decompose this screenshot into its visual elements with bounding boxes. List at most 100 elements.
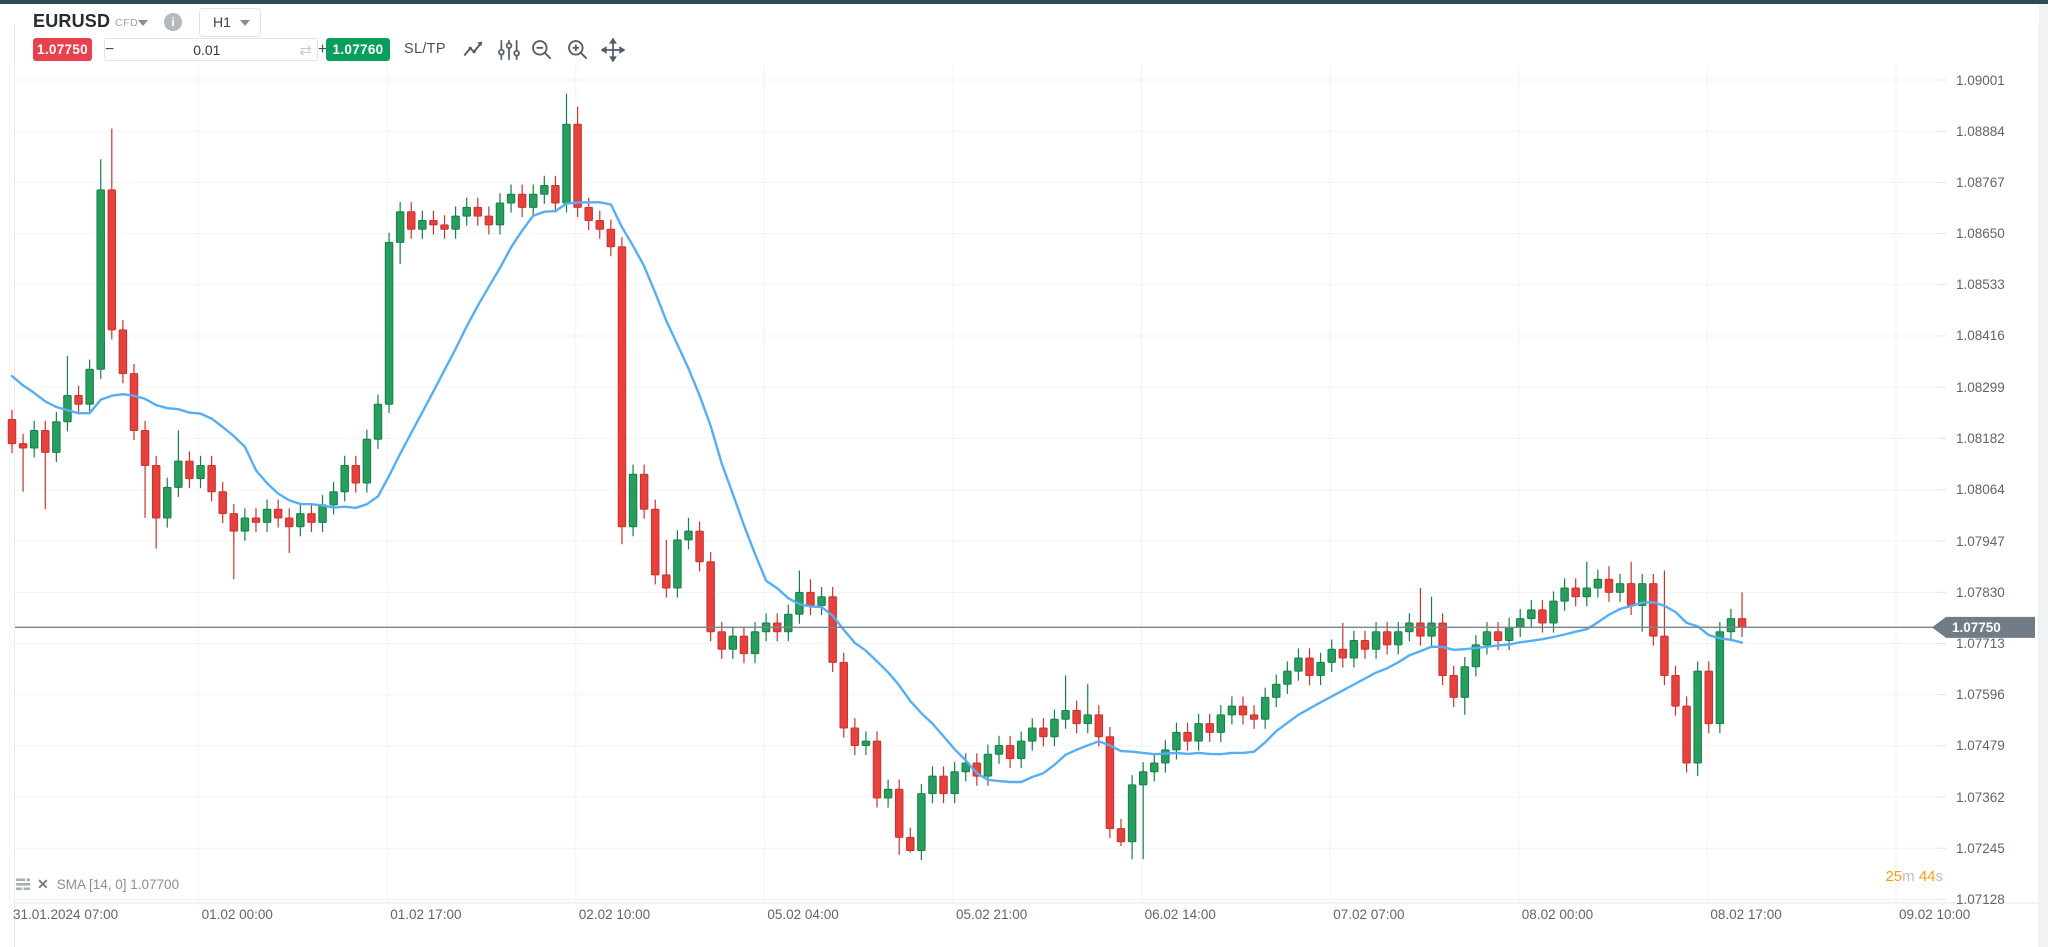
candle-body xyxy=(395,211,405,243)
candle xyxy=(872,731,882,808)
candle-body xyxy=(1050,718,1059,738)
volume-decrease-button[interactable]: − xyxy=(105,41,115,58)
price-axis-label: 1.08650 xyxy=(1956,226,2005,242)
candle-body xyxy=(1571,587,1580,598)
candle xyxy=(917,783,926,861)
candle-body xyxy=(1394,631,1403,646)
candle xyxy=(1005,735,1015,769)
instrument-type-badge: CFD xyxy=(115,17,139,29)
candle xyxy=(251,508,261,532)
symbol-name: EURUSD xyxy=(33,11,111,31)
candle-body xyxy=(473,206,483,217)
candle xyxy=(551,175,560,213)
candle-body xyxy=(506,193,516,204)
candle xyxy=(1604,566,1614,602)
candle-body xyxy=(1305,657,1314,676)
candle xyxy=(473,197,483,226)
candle xyxy=(151,455,161,549)
candle-body xyxy=(1626,583,1636,606)
price-axis-label: 1.08064 xyxy=(1956,482,2005,498)
candle-body xyxy=(1637,583,1647,606)
sync-volume-icon[interactable]: ⇄ xyxy=(299,41,312,59)
indicator-settings-icon[interactable] xyxy=(16,878,30,891)
candle xyxy=(1316,652,1325,686)
candle-body xyxy=(894,788,904,838)
candle-body xyxy=(917,793,926,851)
candle xyxy=(52,412,61,462)
candle-body xyxy=(850,727,860,746)
candle xyxy=(1327,639,1336,672)
candle xyxy=(329,482,338,515)
candle-body xyxy=(983,753,993,777)
candle xyxy=(1571,578,1580,607)
candle-body xyxy=(839,661,848,729)
candle-body xyxy=(1005,744,1015,760)
price-axis-label: 1.07830 xyxy=(1956,584,2005,600)
pan-move-icon[interactable] xyxy=(601,38,625,62)
candle xyxy=(662,539,671,598)
candle-body xyxy=(151,464,161,519)
candle xyxy=(540,175,549,204)
candle-body xyxy=(1327,648,1336,663)
panel-left-border xyxy=(14,24,15,947)
candle-body xyxy=(595,219,605,230)
candle-body xyxy=(1216,714,1226,733)
candle xyxy=(262,499,272,532)
candle-body xyxy=(861,740,871,746)
price-axis-label: 1.08299 xyxy=(1956,379,2005,395)
candle xyxy=(706,552,715,642)
candle xyxy=(1527,600,1536,629)
candle xyxy=(240,508,250,541)
candle xyxy=(1183,722,1192,751)
timeframe-select[interactable]: H1 xyxy=(199,8,261,37)
candle xyxy=(883,779,893,808)
candle-body xyxy=(1272,683,1281,698)
candle xyxy=(1138,762,1148,860)
volume-input[interactable] xyxy=(114,40,300,59)
candle xyxy=(1371,622,1381,659)
time-axis-label: 08.02 00:00 xyxy=(1521,907,1594,922)
zoom-in-icon[interactable] xyxy=(566,38,590,62)
candle xyxy=(1039,718,1048,747)
candle xyxy=(1194,713,1203,751)
zoom-out-icon[interactable] xyxy=(530,38,554,62)
candle-body xyxy=(196,464,205,480)
candle xyxy=(1260,687,1270,729)
candle-body xyxy=(906,836,915,851)
candle-body xyxy=(451,215,460,230)
candle-body xyxy=(1338,648,1348,659)
volume-increase-button[interactable]: + xyxy=(317,41,328,58)
candle-body xyxy=(1604,578,1614,593)
indicators-icon[interactable] xyxy=(497,38,521,62)
remove-indicator-icon[interactable]: ✕ xyxy=(37,876,49,892)
candle-body xyxy=(617,246,627,528)
candle-body xyxy=(1072,709,1081,725)
candle-body xyxy=(440,224,449,230)
candle xyxy=(1028,718,1037,751)
candle-body xyxy=(1227,705,1237,716)
candle xyxy=(1593,569,1603,598)
candle-body xyxy=(52,421,61,453)
info-icon[interactable]: i xyxy=(164,13,182,31)
draw-trendline-icon[interactable] xyxy=(461,38,485,62)
sell-price-button[interactable]: 1.07750 xyxy=(33,38,92,61)
candle xyxy=(429,210,438,235)
candle xyxy=(1161,740,1170,773)
timeframe-caret-icon xyxy=(240,20,250,26)
candle-body xyxy=(639,473,649,510)
candle xyxy=(1238,696,1248,725)
price-axis-label: 1.07245 xyxy=(1956,840,2005,856)
sltp-label[interactable]: SL/TP xyxy=(404,41,446,57)
symbol-dropdown-caret-icon[interactable] xyxy=(138,20,148,26)
candle xyxy=(185,451,194,489)
candle-body xyxy=(1028,727,1037,742)
buy-price-button[interactable]: 1.07760 xyxy=(326,38,390,61)
candle-body xyxy=(1726,618,1736,633)
price-axis-label: 1.07713 xyxy=(1956,636,2005,651)
indicator-legend-label: SMA [14, 0] 1.07700 xyxy=(56,876,180,892)
candle-body xyxy=(1238,705,1248,716)
candle-body xyxy=(484,215,494,226)
candle xyxy=(517,184,527,217)
